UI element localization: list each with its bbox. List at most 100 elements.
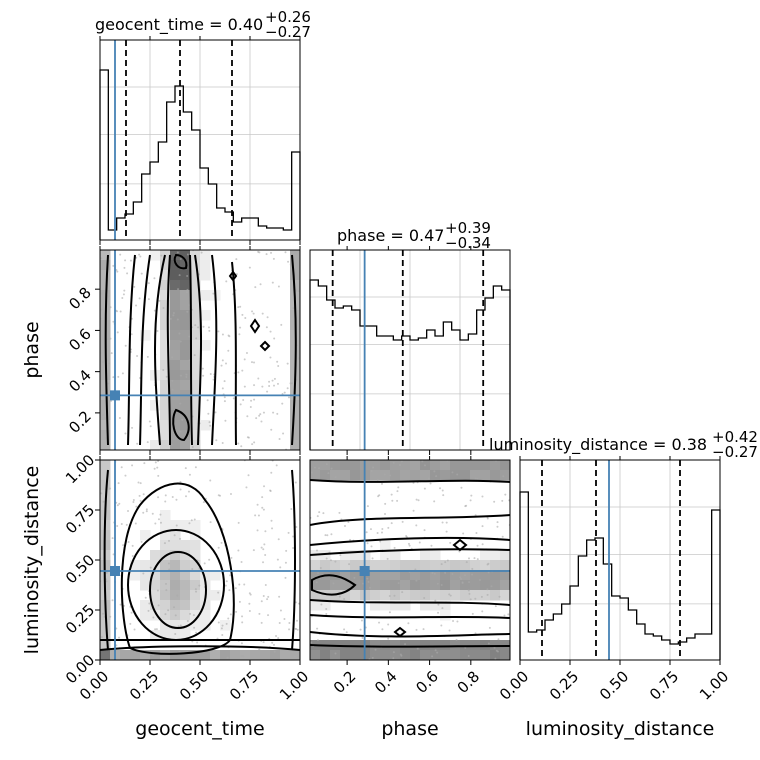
sample-point [465, 561, 468, 564]
density-cell [380, 570, 391, 581]
sample-point [147, 282, 150, 285]
sample-point [112, 376, 115, 379]
tick-label: 0.75 [646, 667, 682, 703]
title-phase-main: phase = 0.47 [337, 226, 444, 245]
density-cell [440, 460, 451, 471]
sample-point [157, 518, 160, 521]
density-cell [440, 580, 451, 591]
sample-point [265, 326, 268, 329]
sample-point [271, 379, 274, 382]
sample-point [208, 329, 211, 332]
density-cell [170, 340, 181, 351]
density-cell [100, 460, 111, 471]
sample-point [178, 332, 181, 335]
sample-point [118, 502, 121, 505]
sample-point [100, 292, 103, 295]
sample-point [325, 557, 328, 560]
sample-point [271, 281, 274, 284]
density-cell [400, 470, 411, 481]
density-cell [380, 560, 391, 571]
density-cell [450, 570, 461, 581]
sample-point [253, 441, 256, 444]
sample-point [316, 549, 319, 552]
density-cell [100, 630, 111, 641]
sample-point [293, 655, 296, 658]
density-cell [370, 580, 381, 591]
density-cell [140, 570, 151, 581]
tick-label: 0.25 [546, 667, 582, 703]
sample-point [257, 377, 260, 380]
density-cell [290, 250, 300, 261]
sample-point [194, 466, 197, 469]
sample-point [130, 611, 133, 614]
sample-point [146, 355, 149, 358]
sample-point [154, 522, 157, 525]
density-cell [140, 330, 151, 341]
density-cell [160, 320, 171, 331]
sample-point [396, 490, 399, 493]
sample-point [176, 318, 179, 321]
sample-point [220, 627, 223, 630]
sample-point [188, 473, 191, 476]
density-cell [190, 420, 201, 431]
sample-point [185, 376, 188, 379]
sample-point [174, 614, 177, 617]
sample-point [267, 614, 270, 617]
sample-point [276, 412, 279, 415]
density-cell [430, 460, 441, 471]
sample-point [229, 493, 232, 496]
density-cell [100, 640, 111, 651]
sample-point [264, 584, 267, 587]
sample-point [100, 636, 103, 639]
sample-point [214, 411, 217, 414]
density-cell [340, 590, 351, 601]
tick-label: 0.6 [412, 667, 442, 697]
sample-point [369, 528, 372, 531]
sample-point [436, 582, 439, 585]
sample-point [164, 500, 167, 503]
sample-point [176, 594, 179, 597]
sample-point [386, 557, 389, 560]
density-cell [450, 470, 461, 481]
sample-point [119, 603, 122, 606]
sample-point [461, 581, 464, 584]
density-cell [480, 590, 491, 601]
sample-point [237, 306, 240, 309]
density-cell [440, 610, 451, 621]
density-cell [170, 270, 181, 281]
density-cell [180, 610, 191, 621]
sample-point [136, 442, 139, 445]
density-cell [160, 360, 171, 371]
sample-point [109, 487, 112, 490]
tick-label: 0.25 [126, 667, 162, 703]
sample-point [329, 559, 332, 562]
sample-point [464, 505, 467, 508]
sample-point [139, 482, 142, 485]
sample-point [415, 524, 418, 527]
sample-point [297, 256, 300, 259]
density-cell [160, 650, 171, 660]
sample-point [278, 595, 281, 598]
sample-point [242, 399, 245, 402]
sample-point [212, 292, 215, 295]
density-cell [170, 320, 181, 331]
sample-point [140, 272, 143, 275]
density-cell [260, 650, 271, 660]
density-cell [180, 440, 191, 450]
sample-point [476, 544, 479, 547]
sample-point [481, 495, 484, 498]
sample-point [262, 508, 265, 511]
density-cell [160, 300, 171, 311]
density-cell [200, 310, 211, 321]
sample-point [112, 320, 115, 323]
sample-point [496, 521, 499, 524]
sample-point [401, 591, 404, 594]
tick-label: 0.6 [65, 325, 95, 355]
sample-point [122, 293, 125, 296]
y-axis-label-phase: phase [21, 321, 43, 378]
sample-point [297, 290, 300, 293]
sample-point [227, 349, 230, 352]
density-cell [410, 580, 421, 591]
density-cell [310, 580, 321, 591]
